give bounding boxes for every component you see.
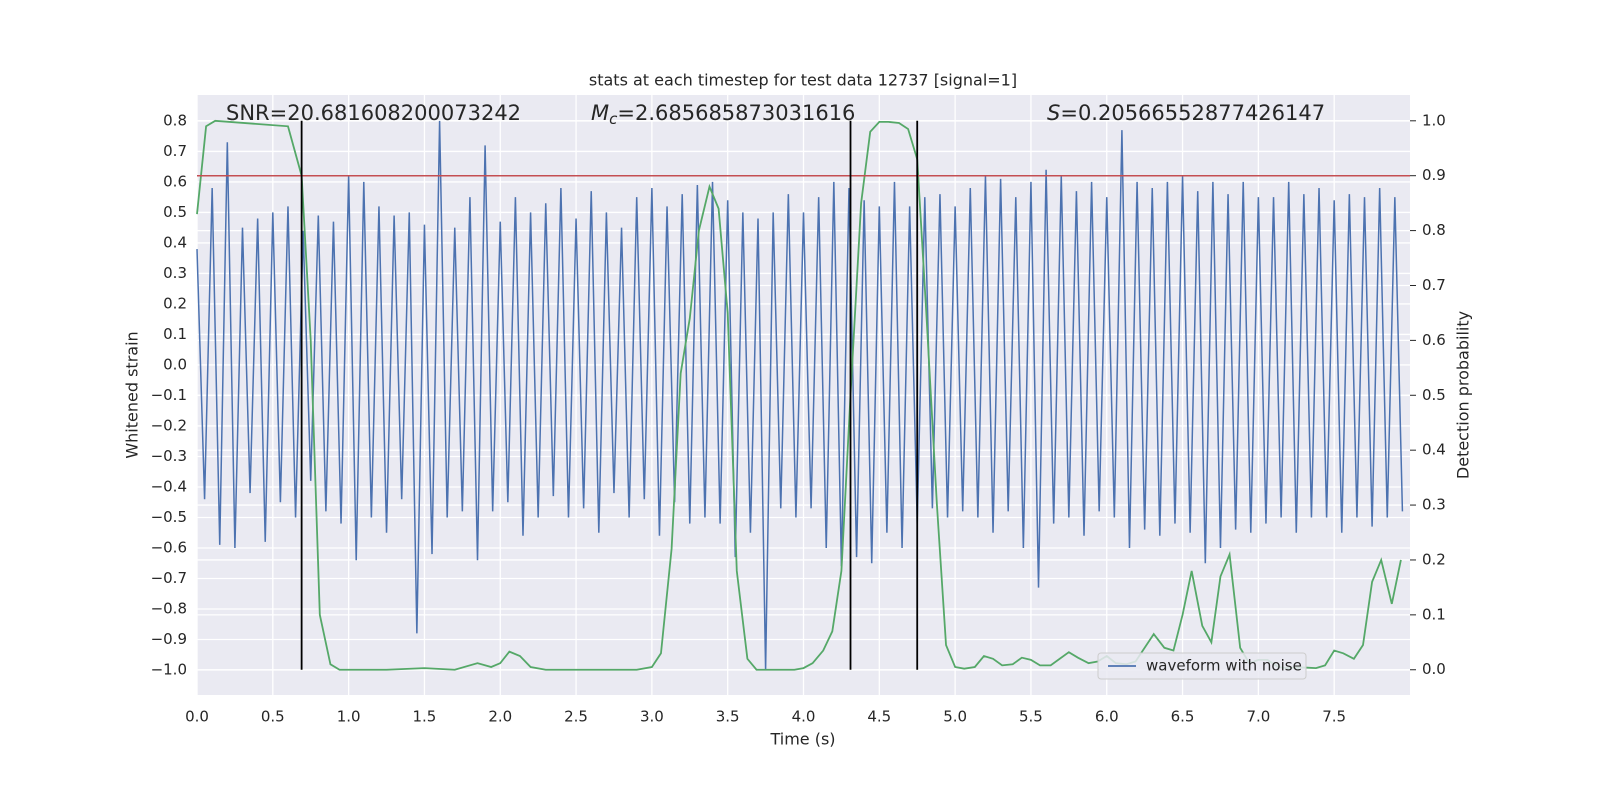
- x-tick-label: 0.5: [261, 708, 285, 726]
- annotation-text: =2.685685873031616: [617, 101, 855, 125]
- y-tick-label: 0.3: [163, 264, 187, 282]
- y2-tick-label: 0.9: [1422, 166, 1446, 184]
- x-tick-label: 5.0: [943, 708, 967, 726]
- annotation: SNR=20.681608200073242: [226, 101, 521, 125]
- legend-label: waveform with noise: [1146, 657, 1302, 675]
- x-tick-label: 7.0: [1246, 708, 1270, 726]
- x-tick-label: 4.0: [792, 708, 816, 726]
- x-tick-label: 2.0: [488, 708, 512, 726]
- legend-box: [1097, 652, 1307, 680]
- y2-tick-label: 0.8: [1422, 221, 1446, 239]
- y-tick-label: −0.5: [151, 508, 187, 526]
- annotation-subscript: c: [609, 110, 618, 128]
- chart-title: stats at each timestep for test data 127…: [589, 71, 1017, 90]
- y-tick-label: 0.4: [163, 233, 187, 251]
- y2-axis-label: Detection probability: [1454, 311, 1473, 479]
- x-tick-label: 1.0: [337, 708, 361, 726]
- annotation-text: SNR=20.681608200073242: [226, 101, 521, 125]
- y-tick-label: −0.8: [151, 599, 187, 617]
- y-tick-label: 0.7: [163, 142, 187, 160]
- y-tick-label: −0.7: [151, 569, 187, 587]
- y-tick-label: 0.8: [163, 111, 187, 129]
- y-tick-label: −0.6: [151, 538, 187, 556]
- y2-tick-label: 0.7: [1422, 276, 1446, 294]
- x-tick-label: 6.0: [1095, 708, 1119, 726]
- x-tick-label: 3.5: [716, 708, 740, 726]
- y-tick-label: −0.2: [151, 416, 187, 434]
- annotation-symbol: S: [1047, 101, 1060, 125]
- x-tick-label: 4.5: [867, 708, 891, 726]
- y2-tick-label: 0.4: [1422, 441, 1446, 459]
- y-tick-label: −0.9: [151, 630, 187, 648]
- axes: 0.0 0.5 1.0 1.5 2.0 2.5 3.0 3.5 4.0 4.5 5.0 5.5 6.0 6…: [151, 101, 1446, 726]
- x-tick-label: 3.0: [640, 708, 664, 726]
- x-tick-label: 5.5: [1019, 708, 1043, 726]
- y-axis-label: Whitened strain: [123, 331, 142, 458]
- y-tick-label: 0.5: [163, 203, 187, 221]
- y-tick-label: −1.0: [151, 660, 187, 678]
- y-tick-label: 0.6: [163, 172, 187, 190]
- y2-tick-label: 0.5: [1422, 386, 1446, 404]
- y-tick-label: 0.2: [163, 294, 187, 312]
- x-tick-label: 1.5: [413, 708, 437, 726]
- x-tick-label: 6.5: [1171, 708, 1195, 726]
- y2-tick-label: 0.2: [1422, 550, 1446, 568]
- y-tick-label: −0.1: [151, 386, 187, 404]
- y-tick-label: −0.3: [151, 447, 187, 465]
- y2-tick-label: 1.0: [1422, 111, 1446, 129]
- y2-tick-label: 0.0: [1422, 660, 1446, 678]
- annotation-symbol: M: [591, 101, 609, 125]
- waveform-line: [196, 120, 1404, 671]
- y-tick-label: 0.0: [163, 355, 187, 373]
- x-tick-label: 2.5: [564, 708, 588, 726]
- x-tick-label: 7.5: [1322, 708, 1346, 726]
- y-tick-label: −0.4: [151, 477, 187, 495]
- y2-tick-label: 0.1: [1422, 605, 1446, 623]
- x-axis-label: Time (s): [769, 730, 835, 749]
- x-tick-label: 0.0: [185, 708, 209, 726]
- annotation-text: =0.20566552877426147: [1060, 101, 1325, 125]
- annotation: S=0.20566552877426147: [1047, 101, 1325, 125]
- y-tick-label: 0.1: [163, 325, 187, 343]
- annotation: Mc=2.685685873031616: [591, 101, 855, 128]
- y2-tick-label: 0.6: [1422, 331, 1446, 349]
- y2-tick-label: 0.3: [1422, 496, 1446, 514]
